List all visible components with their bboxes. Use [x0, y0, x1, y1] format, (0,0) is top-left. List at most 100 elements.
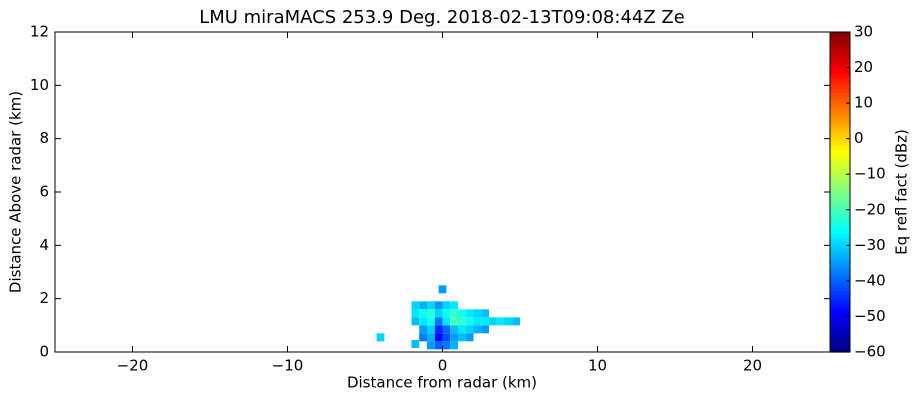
colorbar-segment [830, 135, 850, 140]
colorbar-segment [830, 220, 850, 225]
echo-cell [465, 325, 474, 334]
colorbar-label: Eq refl fact (dBz) [893, 129, 911, 255]
echo-cell [419, 309, 427, 318]
echo-cell [411, 340, 420, 348]
colorbar-segment [830, 92, 850, 97]
colorbar-segment [830, 238, 850, 243]
colorbar-segment [830, 192, 850, 197]
colorbar-segment [830, 42, 850, 47]
echo-cell [465, 309, 474, 318]
echo-cell [458, 325, 466, 334]
echo-cell [442, 301, 451, 310]
colorbar-segment [830, 277, 850, 282]
echo-cell [442, 317, 451, 326]
y-tick-label: 12 [30, 23, 49, 41]
colorbar-tick-label: 10 [854, 94, 873, 112]
colorbar-segment [830, 245, 850, 250]
echo-cell [458, 333, 466, 342]
colorbar-segment [830, 291, 850, 296]
colorbar-segment [830, 53, 850, 58]
echo-cell [434, 317, 443, 326]
echo-cell [427, 301, 435, 310]
colorbar-segment [830, 216, 850, 222]
colorbar-segment [830, 280, 850, 286]
y-tick-label: 4 [39, 236, 49, 254]
colorbar-segment [830, 309, 850, 314]
colorbar-segment [830, 113, 850, 118]
colorbar-segment [830, 288, 850, 293]
echo-cell [450, 333, 458, 342]
colorbar-segment [830, 231, 850, 236]
echo-cell [419, 325, 427, 334]
x-tick-label: 0 [438, 357, 448, 375]
colorbar-tick-label: −10 [854, 165, 886, 183]
colorbar-segment [830, 316, 850, 321]
echo-cell [442, 341, 451, 350]
echo-cell [411, 301, 420, 310]
colorbar-segment [830, 270, 850, 275]
colorbar-tick-label: −40 [854, 271, 886, 289]
colorbar-segment [830, 103, 850, 108]
colorbar-segment [830, 327, 850, 332]
colorbar-segment [830, 312, 850, 318]
echo-cell [411, 309, 420, 318]
colorbar-segment [830, 49, 850, 54]
colorbar-segment [830, 56, 850, 62]
colorbar-frame [829, 31, 851, 353]
colorbar-segment [830, 85, 850, 90]
echo-cell [450, 341, 458, 350]
echo-cell [450, 301, 458, 310]
colorbar-segment [830, 64, 850, 69]
echo-cell [442, 333, 451, 342]
colorbar-tick-label: −20 [854, 200, 886, 218]
echo-cell [450, 317, 458, 326]
colorbar-segment [830, 330, 850, 335]
colorbar-segment [830, 128, 850, 133]
colorbar-tick-label: 20 [854, 58, 873, 76]
colorbar-segment [830, 124, 850, 129]
colorbar-segment [830, 149, 850, 154]
colorbar-segment [830, 35, 850, 40]
colorbar-segment [830, 167, 850, 172]
colorbar-segment [830, 334, 850, 339]
echo-cell [458, 317, 466, 326]
y-tick-label: 10 [30, 76, 49, 94]
colorbar-segment [830, 344, 850, 350]
colorbar-segment [830, 341, 850, 346]
y-axis-label: Distance Above radar (km) [7, 91, 25, 293]
echo-cell [434, 325, 443, 334]
echo-cell [504, 317, 513, 326]
colorbar-segment [830, 295, 850, 300]
colorbar-segment [830, 305, 850, 310]
colorbar-segment [830, 160, 850, 165]
colorbar-segment [830, 209, 850, 214]
colorbar-segment [830, 99, 850, 104]
echo-cell [376, 333, 385, 342]
echo-cell [512, 317, 520, 326]
colorbar-segment [830, 88, 850, 94]
colorbar-segment [830, 202, 850, 207]
colorbar-segment [830, 110, 850, 115]
colorbar-segment [830, 241, 850, 246]
echo-cell [427, 341, 435, 350]
y-tick-label: 8 [39, 129, 49, 147]
colorbar-segment [830, 156, 850, 161]
colorbar-segment [830, 199, 850, 204]
colorbar-segment [830, 184, 850, 190]
colorbar-segment [830, 224, 850, 229]
colorbar-segment [830, 273, 850, 278]
y-tick-label: 0 [39, 343, 49, 361]
x-tick-label: 20 [743, 357, 762, 375]
echo-cell [458, 309, 466, 318]
echo-cell [473, 325, 482, 334]
echo-cell [419, 301, 427, 310]
colorbar-segment [830, 181, 850, 186]
colorbar-segment [830, 234, 850, 239]
x-axis-label: Distance from radar (km) [347, 374, 537, 392]
colorbar-tick-label: 0 [854, 129, 864, 147]
echo-cell [442, 325, 451, 334]
echo-cell [473, 309, 482, 318]
colorbar-segment [830, 177, 850, 182]
colorbar-tick-label: −50 [854, 307, 886, 325]
